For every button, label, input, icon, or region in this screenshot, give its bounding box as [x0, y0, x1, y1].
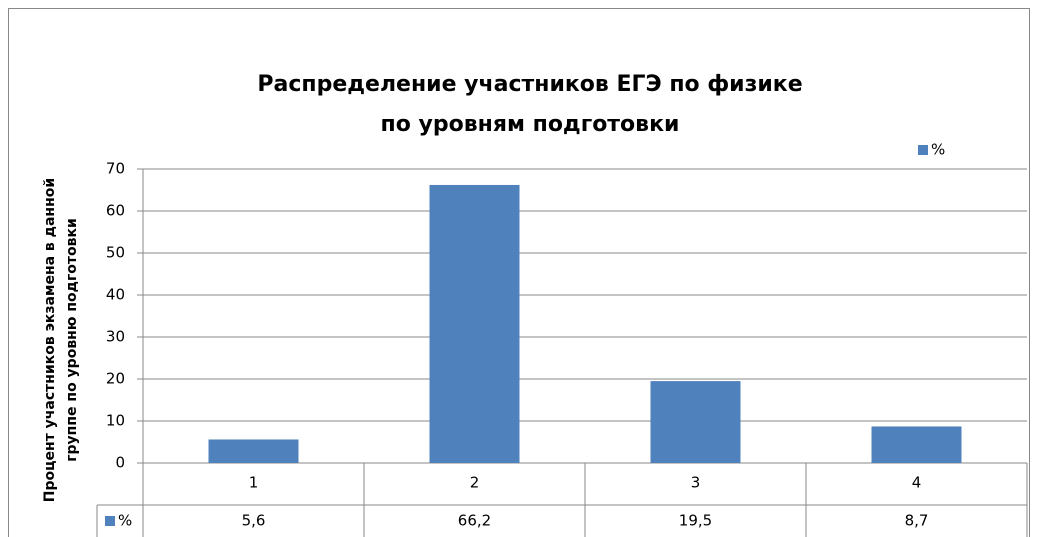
y-tick-label: 0 — [115, 454, 125, 472]
y-axis-label: Процент участников экзамена в данной — [42, 178, 58, 502]
bar — [208, 439, 299, 463]
x-tick-label: 3 — [691, 474, 701, 492]
table-swatch — [105, 516, 115, 526]
bar — [871, 426, 962, 463]
table-value: 5,6 — [242, 512, 266, 530]
y-tick-label: 50 — [106, 244, 125, 262]
legend-swatch — [918, 145, 928, 155]
y-tick-label: 20 — [106, 370, 125, 388]
table-value: 8,7 — [905, 512, 929, 530]
legend-label: % — [931, 141, 945, 159]
chart-title: по уровням подготовки — [381, 112, 680, 137]
table-value: 19,5 — [679, 512, 712, 530]
bar — [429, 184, 520, 463]
y-tick-label: 70 — [106, 160, 125, 178]
table-series-name: % — [118, 512, 132, 530]
x-tick-label: 1 — [249, 474, 259, 492]
y-tick-label: 10 — [106, 412, 125, 430]
y-tick-label: 60 — [106, 202, 125, 220]
y-tick-label: 30 — [106, 328, 125, 346]
bar — [650, 381, 741, 463]
y-axis-label: группе по уровню подготовки — [64, 218, 80, 462]
x-tick-label: 4 — [912, 474, 922, 492]
table-value: 66,2 — [458, 512, 491, 530]
x-tick-label: 2 — [470, 474, 480, 492]
y-tick-label: 40 — [106, 286, 125, 304]
chart-title: Распределение участников ЕГЭ по физике — [257, 72, 802, 97]
